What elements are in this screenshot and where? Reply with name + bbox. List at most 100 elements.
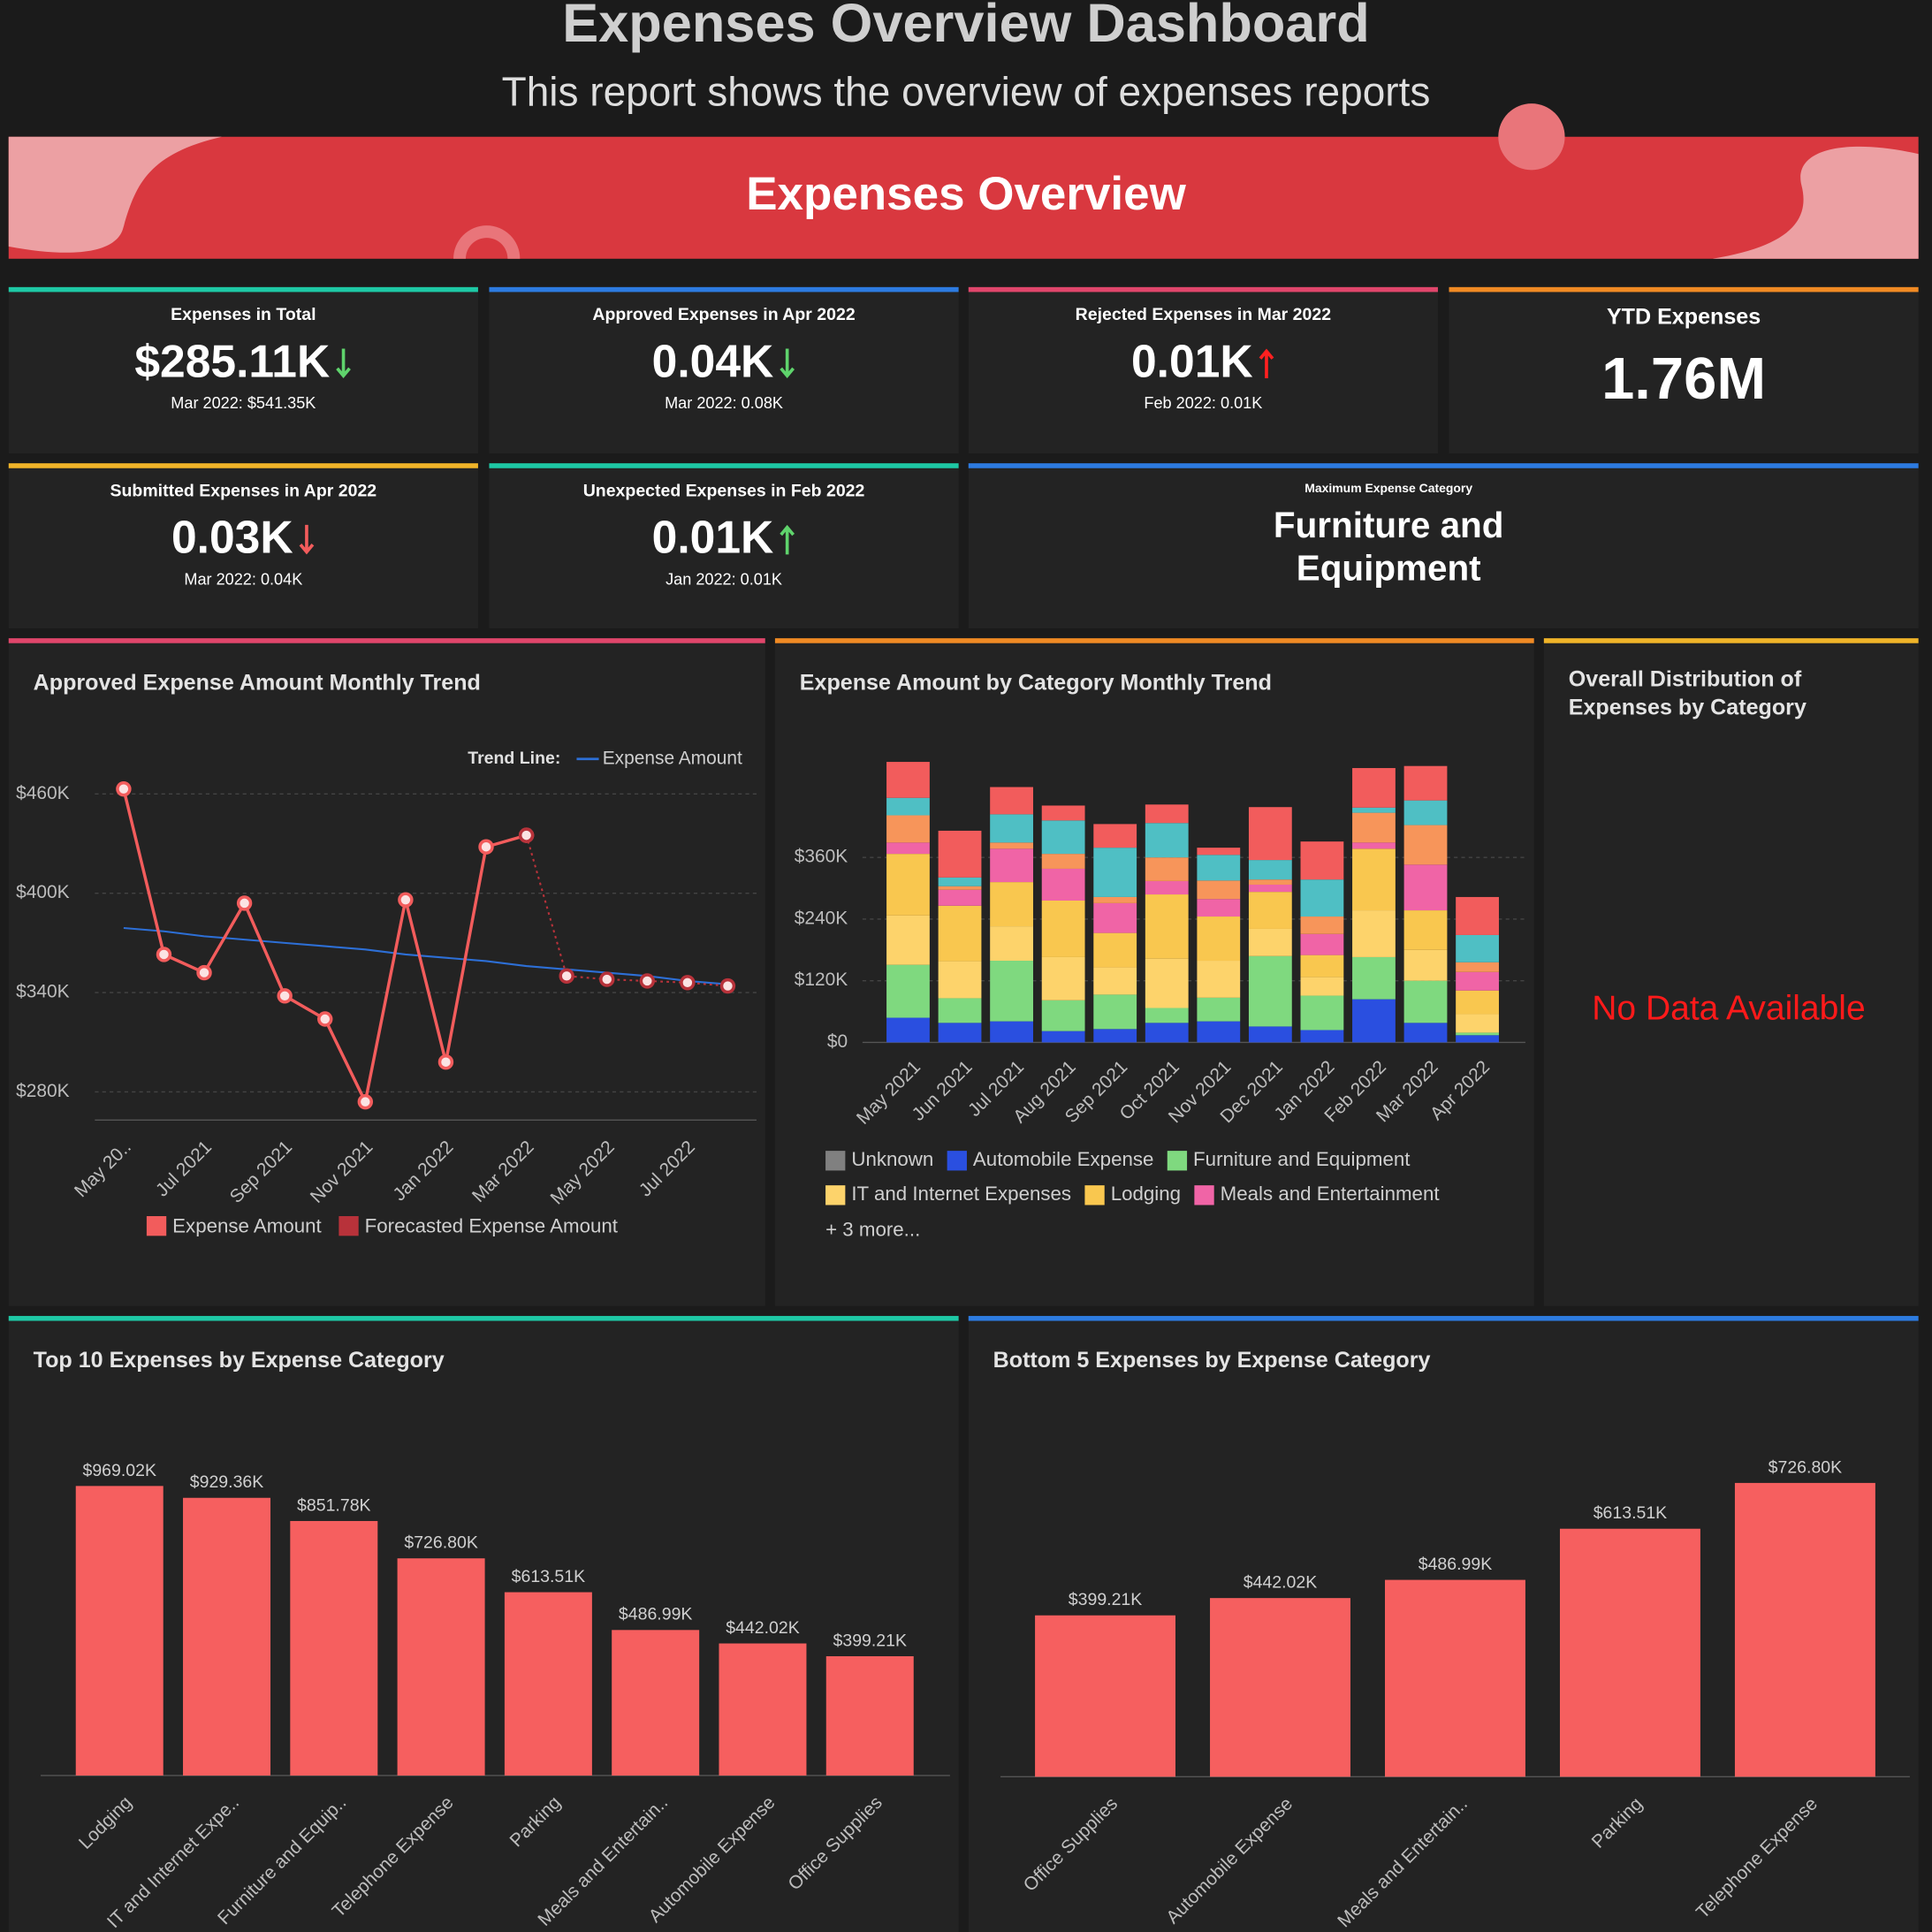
bar-segment xyxy=(1403,980,1448,1023)
legend-swatch xyxy=(1194,1185,1214,1206)
kpi-title: Approved Expenses in Apr 2022 xyxy=(592,305,855,324)
bar-segment xyxy=(1093,1029,1137,1043)
bar-segment xyxy=(1352,848,1396,911)
card-accent xyxy=(8,1315,959,1321)
bar-segment xyxy=(1093,967,1137,995)
y-tick-label: $0 xyxy=(827,1031,848,1052)
legend-label: Lodging xyxy=(1111,1183,1181,1205)
kpi-title: Expenses in Total xyxy=(171,305,316,324)
card xyxy=(1449,286,1919,454)
bar-segment xyxy=(1248,879,1292,885)
kpi-comparison: Mar 2022: $541.35K xyxy=(171,394,316,412)
chart-title: Approved Expense Amount Monthly Trend xyxy=(34,670,481,695)
bar-segment xyxy=(1352,842,1396,849)
data-point xyxy=(277,988,293,1004)
bar xyxy=(504,1592,592,1776)
bar-segment xyxy=(1197,917,1241,962)
no-data-message: No Data Available xyxy=(1592,990,1865,1028)
kpi-value: 0.01K xyxy=(1131,335,1253,386)
bar-segment xyxy=(1300,977,1344,996)
bar-segment xyxy=(1093,848,1137,897)
bar-segment xyxy=(1456,962,1499,972)
bar-segment xyxy=(1352,807,1396,813)
bar-segment xyxy=(1145,880,1189,895)
data-point xyxy=(357,1093,374,1110)
bar-segment xyxy=(1093,896,1137,903)
bar-segment xyxy=(938,877,982,886)
bar-segment xyxy=(1197,961,1241,998)
card-accent xyxy=(774,638,1534,643)
page-subtitle: This report shows the overview of expens… xyxy=(502,69,1431,115)
bar-segment xyxy=(1145,804,1189,824)
bar-segment xyxy=(1093,902,1137,933)
y-tick-label: $280K xyxy=(16,1081,70,1101)
bar xyxy=(719,1643,807,1776)
card-accent xyxy=(8,463,478,468)
value-label: $726.80K xyxy=(1768,1457,1843,1477)
kpi-comparison: Mar 2022: 0.04K xyxy=(184,570,302,588)
bar-segment xyxy=(1403,800,1448,825)
kpi-value: $285.11K xyxy=(134,335,330,386)
bar-segment xyxy=(1300,879,1344,917)
bar-segment xyxy=(886,797,930,816)
bar-segment xyxy=(1456,934,1499,962)
bar-segment xyxy=(938,998,982,1023)
bar-segment xyxy=(938,1023,982,1043)
bar xyxy=(1385,1579,1525,1777)
value-label: $726.80K xyxy=(404,1533,478,1553)
bar-segment xyxy=(1041,868,1085,901)
bar-segment xyxy=(1248,860,1292,880)
bar-segment xyxy=(1145,857,1189,881)
value-label: $442.02K xyxy=(1244,1573,1318,1593)
bar-segment xyxy=(938,889,982,906)
data-point xyxy=(639,973,656,989)
card-accent xyxy=(968,1315,1919,1321)
value-label: $399.21K xyxy=(1069,1590,1143,1609)
bar-segment xyxy=(1456,896,1499,935)
bar-segment xyxy=(886,915,930,965)
max-category-title: Maximum Expense Category xyxy=(1304,481,1472,495)
trend-legend-name: Expense Amount xyxy=(603,748,742,768)
kpi-comparison: Mar 2022: 0.08K xyxy=(665,394,783,412)
bar-segment xyxy=(1093,994,1137,1030)
banner-circle xyxy=(1498,103,1565,171)
banner-ring xyxy=(453,225,521,259)
card-accent xyxy=(1449,286,1919,293)
card xyxy=(968,463,1919,629)
bar xyxy=(1035,1615,1176,1777)
legend-swatch xyxy=(1167,1151,1188,1171)
bar-segment xyxy=(1352,910,1396,957)
legend-label: IT and Internet Expenses xyxy=(851,1183,1071,1205)
bar-segment xyxy=(1197,899,1241,917)
legend-swatch xyxy=(825,1151,846,1171)
data-point xyxy=(196,964,212,981)
card xyxy=(489,286,959,454)
bar-segment xyxy=(990,961,1033,1022)
bar-segment xyxy=(1197,855,1241,881)
bar-segment xyxy=(1300,995,1344,1031)
bar xyxy=(75,1486,164,1776)
kpi-title: Unexpected Expenses in Feb 2022 xyxy=(583,481,865,500)
data-point xyxy=(478,839,494,855)
card xyxy=(8,463,478,629)
bar-segment xyxy=(1041,854,1085,869)
bar xyxy=(1559,1528,1700,1777)
legend-label: Meals and Entertainment xyxy=(1221,1183,1441,1205)
bar-segment xyxy=(990,1021,1033,1043)
bar-segment xyxy=(1093,932,1137,968)
bar-segment xyxy=(938,886,982,890)
card-accent xyxy=(968,463,1919,468)
banner-blob xyxy=(1712,136,1919,259)
card-accent xyxy=(968,286,1438,293)
data-point xyxy=(680,975,696,991)
kpi-value: 0.01K xyxy=(652,512,774,563)
chart-title: Top 10 Expenses by Expense Category xyxy=(34,1348,445,1373)
value-label: $486.99K xyxy=(1419,1555,1493,1574)
bar-segment xyxy=(886,1017,930,1043)
bar xyxy=(1210,1598,1350,1777)
bar-segment xyxy=(1456,990,1499,1015)
bar-segment xyxy=(1041,956,1085,1000)
bar-segment xyxy=(1145,1008,1189,1023)
data-point xyxy=(398,892,414,908)
bar-segment xyxy=(990,848,1033,883)
